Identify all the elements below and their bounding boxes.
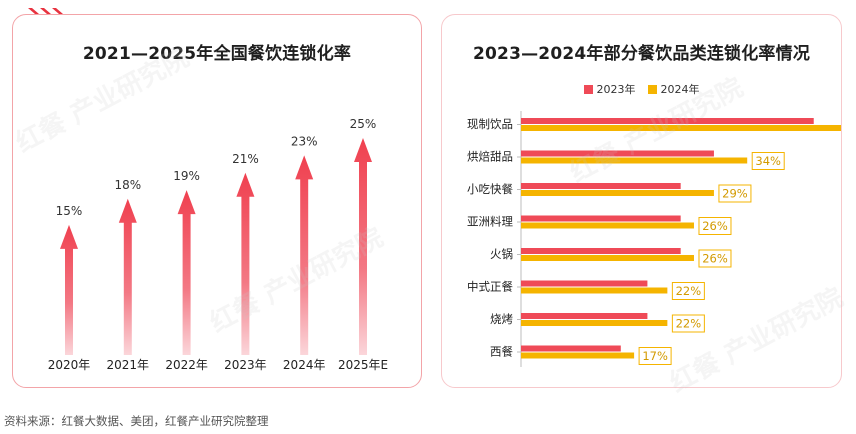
value-label-box xyxy=(698,249,732,268)
bar-2023 xyxy=(521,313,648,319)
value-label: 23% xyxy=(291,134,318,148)
bar-2023 xyxy=(521,118,814,124)
left-chart-title: 2021—2025年全国餐饮连锁化率 xyxy=(82,44,352,64)
left-chart-card: 2021—2025年全国餐饮连锁化率 15% 2020年 18% 2021年 19% 20… xyxy=(12,14,422,388)
bar-2024 xyxy=(521,125,841,131)
chart-legend: 2023年 2024年 xyxy=(442,81,841,97)
bar-2023 xyxy=(521,215,681,222)
category-label: 2023年 xyxy=(224,358,267,372)
arrow-bar xyxy=(295,155,314,355)
category-label: 火锅 xyxy=(490,247,513,261)
value-label: 17% xyxy=(642,349,668,363)
right-chart-svg: 现制饮品49%烘焙甜品34%小吃快餐29%亚洲料理26%火锅26%中式正餐22%… xyxy=(467,111,841,367)
category-label: 小吃快餐 xyxy=(467,182,513,196)
legend-label-2024: 2024年 xyxy=(660,83,700,96)
bar-2023 xyxy=(521,248,681,254)
bar-2024 xyxy=(521,222,694,229)
value-label: 22% xyxy=(676,284,702,298)
category-label: 2020年 xyxy=(48,358,91,372)
value-label: 26% xyxy=(702,219,728,233)
bar-2024 xyxy=(521,157,748,164)
left-chart-svg: 15% 2020年 18% 2021年 19% 2022年 21% 2023年 23% 2024年… xyxy=(48,117,388,372)
category-label: 烧烤 xyxy=(490,312,513,326)
category-label: 现制饮品 xyxy=(467,117,513,131)
legend-swatch-2024 xyxy=(647,84,657,94)
bar-2023 xyxy=(521,345,621,352)
bar-2023 xyxy=(521,150,714,157)
value-label: 34% xyxy=(755,154,781,168)
value-label: 15% xyxy=(56,204,83,218)
category-label: 烘焙甜品 xyxy=(467,150,513,164)
value-label-box xyxy=(698,217,732,235)
arrow-bar xyxy=(177,190,196,355)
source-note: 资料来源：红餐大数据、美团，红餐产业研究院整理 xyxy=(4,414,269,428)
arrow-bar xyxy=(236,172,255,355)
arrow-bar xyxy=(60,224,78,355)
bar-2024 xyxy=(521,352,635,359)
value-label-box xyxy=(671,314,705,333)
category-label: 2024年 xyxy=(283,358,326,372)
bar-2023 xyxy=(521,183,681,189)
value-label: 21% xyxy=(232,152,259,166)
value-label: 25% xyxy=(350,117,377,131)
right-chart-title: 2023—2024年部分餐饮品类连锁化率情况 xyxy=(472,44,811,64)
category-label: 2025年E xyxy=(338,358,388,372)
category-label: 2021年 xyxy=(107,358,150,372)
category-label: 西餐 xyxy=(490,345,513,359)
legend-label-2023: 2023年 xyxy=(596,83,636,96)
value-label: 26% xyxy=(702,252,728,266)
category-label: 中式正餐 xyxy=(467,280,513,294)
arrow-bar xyxy=(118,198,137,355)
value-label: 29% xyxy=(722,187,748,201)
legend-item-2024: 2024年 xyxy=(647,81,700,97)
value-label: 18% xyxy=(114,178,141,192)
bar-2024 xyxy=(521,287,668,294)
right-chart-card: 2023—2024年部分餐饮品类连锁化率情况 2023年 2024年 现制饮品4… xyxy=(441,14,842,388)
arrow-bar xyxy=(354,138,372,355)
value-label: 22% xyxy=(676,317,702,331)
bar-2024 xyxy=(521,255,694,261)
value-label-box xyxy=(638,347,672,365)
legend-swatch-2023 xyxy=(583,84,593,94)
category-label: 2022年 xyxy=(165,358,208,372)
bar-2024 xyxy=(521,190,714,196)
bar-2023 xyxy=(521,280,648,287)
value-label-box xyxy=(751,152,785,170)
legend-item-2023: 2023年 xyxy=(583,81,636,97)
bar-2024 xyxy=(521,320,668,326)
category-label: 亚洲料理 xyxy=(467,215,513,229)
value-label-box xyxy=(671,282,705,300)
value-label-box xyxy=(718,184,752,203)
value-label: 19% xyxy=(173,169,200,183)
